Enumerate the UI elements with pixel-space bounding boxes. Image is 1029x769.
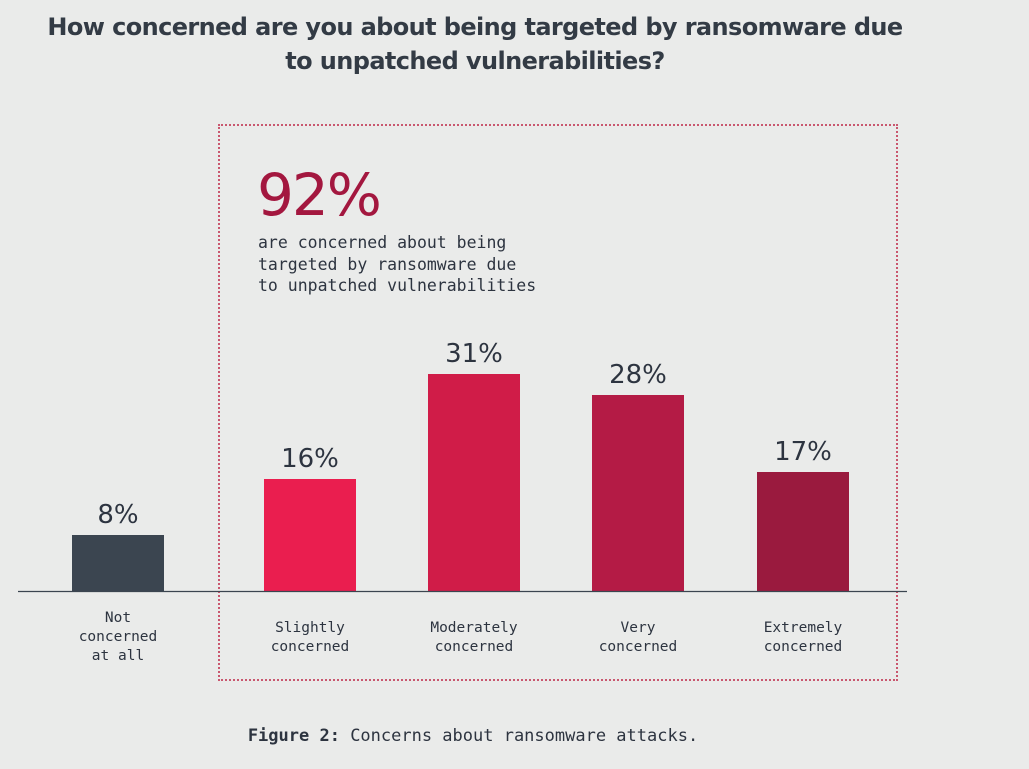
figure-caption-label: Figure 2: (247, 726, 340, 746)
figure-caption: Figure 2: Concerns about ransomware atta… (0, 726, 946, 746)
bar (592, 395, 684, 591)
category-label: Extremely concerned (764, 620, 843, 655)
bar-value-label: 8% (97, 500, 138, 530)
bar (72, 535, 164, 591)
category-label: Very concerned (599, 620, 678, 655)
bar (428, 374, 520, 591)
bar-value-label: 31% (445, 339, 503, 369)
bar (264, 479, 356, 591)
bar-value-label: 16% (281, 444, 339, 474)
figure-caption-text: Concerns about ransomware attacks. (350, 726, 699, 746)
category-label: Slightly concerned (271, 620, 350, 655)
highlight-stat: 92% (257, 161, 382, 229)
bar-value-label: 28% (609, 360, 667, 390)
chart-title: How concerned are you about being target… (47, 13, 903, 75)
highlight-description: are concerned about being targeted by ra… (258, 233, 537, 295)
category-label: Not concerned at all (79, 610, 158, 664)
bar (757, 472, 849, 591)
bar-value-label: 17% (774, 437, 832, 467)
category-label: Moderately concerned (430, 620, 518, 655)
concerned-highlight-box (218, 124, 898, 681)
